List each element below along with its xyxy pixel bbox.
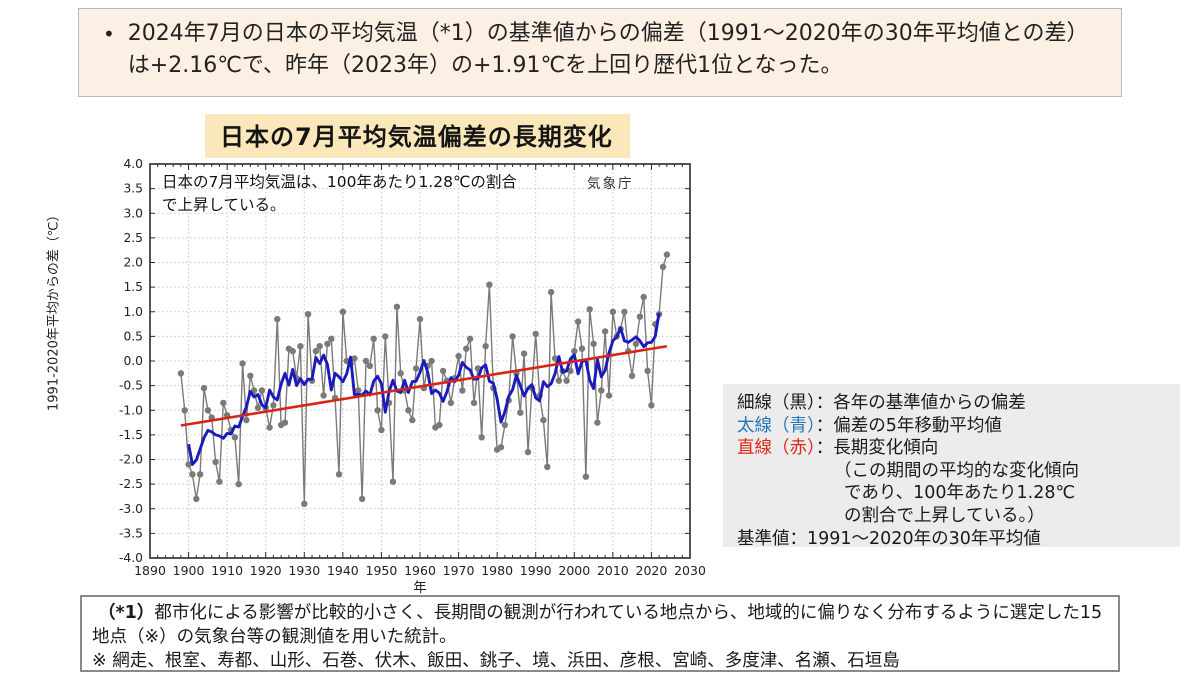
svg-text:1990: 1990 <box>520 563 552 578</box>
footnote-marker: （*1） <box>98 603 155 623</box>
svg-text:2000: 2000 <box>558 563 590 578</box>
svg-text:-0.5: -0.5 <box>119 379 143 393</box>
bullet-icon: • <box>103 22 115 46</box>
svg-text:-2.0: -2.0 <box>119 453 143 467</box>
x-axis-label: 年 <box>413 580 427 596</box>
svg-text:1.0: 1.0 <box>123 305 143 319</box>
legend-line: 細線（黒）：各年の基準値からの偏差 <box>737 392 1180 415</box>
svg-text:1930: 1930 <box>288 563 320 578</box>
svg-text:1950: 1950 <box>366 563 398 578</box>
svg-text:3.0: 3.0 <box>123 206 143 220</box>
summary-text: 2024年7月の日本の平均気温（*1）の基準値からの偏差（1991～2020年の… <box>127 21 1089 78</box>
legend-line: 直線（赤）：長期変化傾向 <box>737 437 1180 460</box>
svg-text:-4.0: -4.0 <box>119 551 143 565</box>
svg-text:1890: 1890 <box>134 563 166 578</box>
svg-text:1980: 1980 <box>481 563 513 578</box>
svg-text:0.5: 0.5 <box>123 329 143 343</box>
legend-line: 基準値：1991～2020年の30年平均値 <box>737 528 1180 551</box>
legend-term: 細線（黒） <box>737 393 816 413</box>
legend-line: （この期間の平均的な変化傾向 <box>737 460 1180 483</box>
svg-text:0.0: 0.0 <box>123 354 143 368</box>
footnote-box: （*1）都市化による影響が比較的小さく、長期間の観測が行われている地点から、地域… <box>80 595 1120 672</box>
source-label: 気象庁 <box>587 176 634 192</box>
svg-text:1910: 1910 <box>211 563 243 578</box>
svg-text:2020: 2020 <box>636 563 668 578</box>
legend-desc: ：各年の基準値からの偏差 <box>815 393 1026 413</box>
legend-term: 直線（赤） <box>737 438 816 459</box>
legend-desc: ：長期変化傾向 <box>815 438 939 459</box>
svg-text:1920: 1920 <box>250 563 282 578</box>
legend-desc: の割合で上昇している。） <box>844 505 1045 526</box>
svg-text:-1.0: -1.0 <box>119 403 143 417</box>
svg-text:2.0: 2.0 <box>123 256 143 270</box>
svg-text:-3.5: -3.5 <box>119 526 143 540</box>
svg-text:2030: 2030 <box>674 563 706 578</box>
chart-title: 日本の7月平均気温偏差の長期変化 <box>205 114 630 158</box>
y-axis-label: 1991-2020年平均からの差（℃） <box>46 208 62 411</box>
legend-box: 細線（黒）：各年の基準値からの偏差 太線（青）：偏差の5年移動平均値 直線（赤）：長… <box>723 384 1180 549</box>
svg-text:2010: 2010 <box>597 563 629 578</box>
svg-text:1.5: 1.5 <box>123 280 143 294</box>
legend-line: であり、100年あたり1.28℃ <box>737 482 1180 505</box>
legend-desc: （この期間の平均的な変化傾向 <box>834 460 1079 481</box>
svg-text:1900: 1900 <box>173 563 205 578</box>
legend-line: 太線（青）：偏差の5年移動平均値 <box>737 415 1180 438</box>
temperature-anomaly-chart: 1890 1900 1910 1920 1930 1940 1950 1960 1970 1980… <box>47 158 718 608</box>
chart-annotation: 日本の7月平均気温は、100年あたり1.28℃の割合 で上昇している。 <box>162 171 517 217</box>
legend-desc: であり、100年あたり1.28℃ <box>844 483 1076 504</box>
legend-desc: ：偏差の5年移動平均値 <box>815 415 1002 436</box>
svg-text:1970: 1970 <box>443 563 475 578</box>
legend-desc: 基準値：1991～2020年の30年平均値 <box>737 528 1041 549</box>
summary-banner: • 2024年7月の日本の平均気温（*1）の基準値からの偏差（1991～2020… <box>78 8 1122 97</box>
svg-text:-1.5: -1.5 <box>119 428 143 442</box>
svg-text:2.5: 2.5 <box>123 231 143 245</box>
annotation-line2: で上昇している。 <box>162 196 286 214</box>
svg-text:3.5: 3.5 <box>123 182 143 196</box>
svg-text:1940: 1940 <box>327 563 359 578</box>
footnote-text: （*1）都市化による影響が比較的小さく、長期間の観測が行われている地点から、地域… <box>92 603 1103 647</box>
chart-canvas: 1890 1900 1910 1920 1930 1940 1950 1960 1970 1980… <box>119 158 706 578</box>
station-list: ※ 網走、根室、寿都、山形、石巻、伏木、飯田、銚子、境、浜田、彦根、宮崎、多度津… <box>92 651 900 671</box>
svg-text:1960: 1960 <box>404 563 436 578</box>
legend-term: 太線（青） <box>737 415 816 436</box>
svg-text:-3.0: -3.0 <box>119 502 143 516</box>
legend-line: の割合で上昇している。） <box>737 505 1180 528</box>
svg-text:-2.5: -2.5 <box>119 477 143 491</box>
annotation-line1: 日本の7月平均気温は、100年あたり1.28℃の割合 <box>162 173 517 191</box>
svg-text:4.0: 4.0 <box>123 158 143 171</box>
